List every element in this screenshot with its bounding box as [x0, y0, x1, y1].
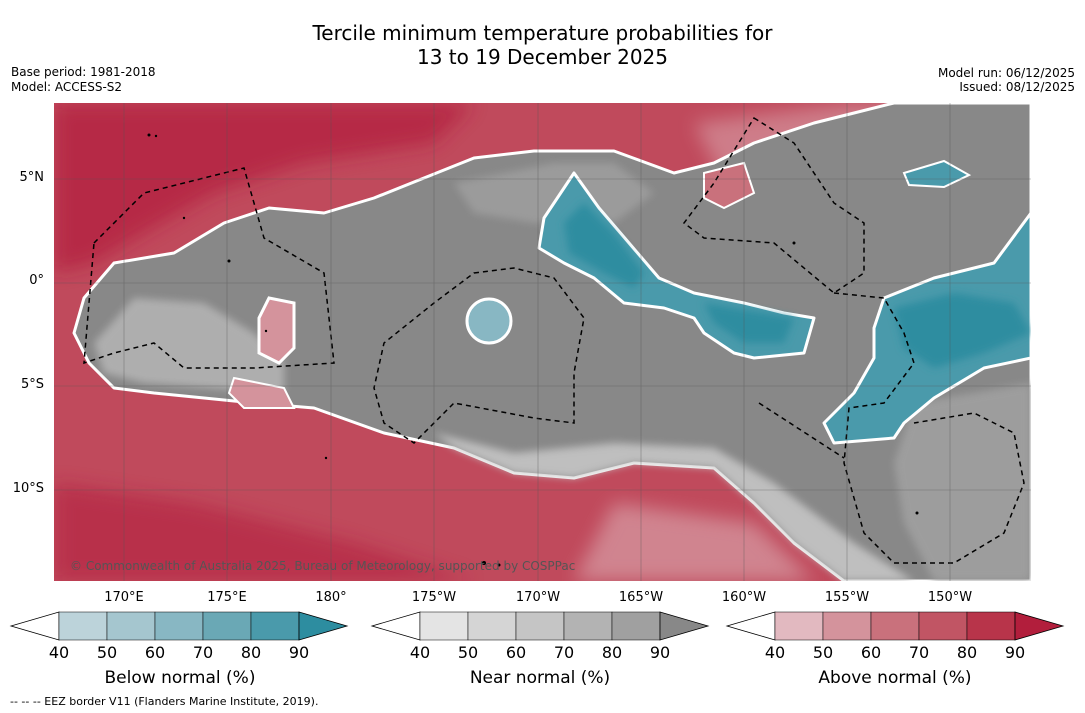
eez-footnote: -- -- -- EEZ border V11 (Flanders Marine… — [10, 695, 319, 708]
colorbar-tick-label: 50 — [457, 643, 479, 662]
colorbar-tick-label: 60 — [505, 643, 527, 662]
copyright-notice: © Commonwealth of Australia 2025, Bureau… — [70, 559, 575, 573]
lon-label-180: 180° — [315, 590, 347, 605]
colorbar-segment — [58, 611, 108, 641]
colorbar-segment — [918, 611, 968, 641]
colorbar-segment — [870, 611, 920, 641]
issued-date: Issued: 08/12/2025 — [959, 80, 1075, 94]
above-normal-strong-sw — [54, 483, 474, 581]
island-marker — [915, 511, 919, 515]
above-normal-island-sw — [227, 376, 296, 409]
colorbar-segment — [822, 611, 872, 641]
colorbar-max-triangle — [298, 611, 349, 641]
colorbar-tick-label: 40 — [48, 643, 70, 662]
colorbar-segment — [202, 611, 252, 641]
colorbar-max-triangle — [659, 611, 710, 641]
near-normal-light-band — [94, 298, 284, 393]
below-normal-east-core — [894, 293, 1031, 368]
lon-label-155w: 155°W — [824, 590, 870, 605]
colorbar-segment — [515, 611, 565, 641]
lon-label-160w: 160°W — [721, 590, 767, 605]
colorbar-segment — [966, 611, 1016, 641]
island-marker — [497, 563, 501, 567]
colorbar-segment — [611, 611, 661, 641]
lat-label-5n: 5°N — [19, 170, 45, 185]
above-normal-light-se — [574, 503, 814, 581]
colorbar-segment — [419, 611, 469, 641]
lat-label-0: 0° — [29, 273, 44, 288]
lat-label-5s: 5°S — [20, 377, 44, 392]
colorbar-tick-label: 60 — [144, 643, 166, 662]
below-normal-central-core2 — [704, 303, 794, 343]
colorbar-tick-label: 70 — [908, 643, 930, 662]
legend-colorbars — [9, 611, 1065, 641]
colorbar-tick-label: 90 — [649, 643, 671, 662]
colorbar-above-normal — [725, 611, 1065, 641]
lon-label-175w: 175°W — [411, 590, 457, 605]
colorbar-segment — [467, 611, 517, 641]
near-normal-light-south — [434, 433, 914, 581]
colorbar-below-normal — [9, 611, 349, 641]
lon-label-170e: 170°E — [104, 590, 144, 605]
colorbar-min-triangle — [9, 611, 60, 641]
lon-label-150w: 150°W — [927, 590, 973, 605]
near-normal-light-east — [894, 383, 1031, 581]
below-normal-small-north — [902, 159, 972, 189]
legend-title-near: Near normal (%) — [469, 668, 611, 688]
island-marker — [792, 241, 796, 245]
island-marker — [182, 216, 186, 220]
base-period: Base period: 1981-2018 — [11, 65, 156, 79]
legend-title-above: Above normal (%) — [818, 668, 972, 688]
below-normal-central-core — [564, 203, 644, 288]
near-normal-light-north — [454, 163, 654, 223]
lat-label-10s: 10°S — [12, 481, 44, 496]
eez-border-southeast — [758, 402, 845, 459]
colorbar-tick-label: 80 — [956, 643, 978, 662]
colorbar-segment — [250, 611, 300, 641]
colorbar-segment — [154, 611, 204, 641]
eez-border-east — [833, 292, 1025, 564]
colorbar-tick-label: 90 — [288, 643, 310, 662]
colorbar-segment — [106, 611, 156, 641]
lon-label-165w: 165°W — [618, 590, 664, 605]
colorbar-tick-label: 90 — [1004, 643, 1026, 662]
colorbar-tick-label: 40 — [764, 643, 786, 662]
colorbar-tick-label: 70 — [553, 643, 575, 662]
colorbar-tick-label: 70 — [192, 643, 214, 662]
island-marker — [324, 456, 328, 460]
island-marker — [147, 133, 151, 137]
colorbar-min-triangle — [370, 611, 421, 641]
colorbar-tick-label: 60 — [860, 643, 882, 662]
island-marker — [227, 259, 231, 263]
model-run-date: Model run: 06/12/2025 — [937, 66, 1075, 80]
colorbar-tick-label: 40 — [409, 643, 431, 662]
colorbar-tick-label: 50 — [812, 643, 834, 662]
below-normal-small-west — [465, 297, 513, 345]
probability-map: © Commonwealth of Australia 2025, Bureau… — [54, 103, 1031, 581]
chart-title-line2: 13 to 19 December 2025 — [416, 45, 668, 69]
island-marker — [482, 561, 486, 565]
eez-border-west — [83, 167, 335, 369]
above-normal-island-ne — [703, 161, 756, 210]
colorbar-near-normal — [370, 611, 710, 641]
island-marker — [264, 329, 268, 333]
above-normal-island-west — [257, 296, 296, 365]
above-normal-strong-nw — [54, 103, 474, 273]
eez-border-central — [373, 267, 585, 444]
colorbar-min-triangle — [725, 611, 776, 641]
lon-label-175e: 175°E — [207, 590, 247, 605]
island-marker — [154, 134, 158, 138]
colorbar-segment — [563, 611, 613, 641]
model-name: Model: ACCESS-S2 — [11, 80, 123, 94]
colorbar-segment — [774, 611, 824, 641]
lon-label-170w: 170°W — [515, 590, 561, 605]
colorbar-max-triangle — [1014, 611, 1065, 641]
colorbar-tick-label: 50 — [96, 643, 118, 662]
colorbar-tick-label: 80 — [240, 643, 262, 662]
chart-title-line1: Tercile minimum temperature probabilitie… — [312, 21, 773, 45]
colorbar-tick-label: 80 — [601, 643, 623, 662]
legend-title-below: Below normal (%) — [104, 668, 256, 688]
